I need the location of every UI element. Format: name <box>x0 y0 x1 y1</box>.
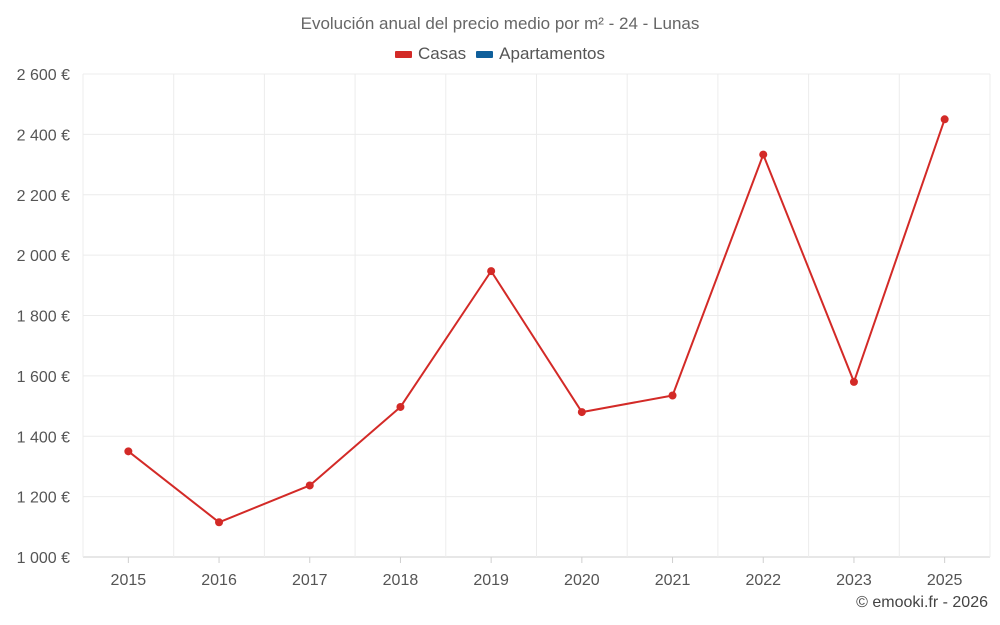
y-tick-label: 2 200 € <box>17 188 70 205</box>
data-point-casas <box>305 481 314 490</box>
chart-legend: Casas Apartamentos <box>0 44 1000 64</box>
data-point-casas <box>396 402 405 411</box>
data-point-casas <box>668 391 677 400</box>
y-tick-label: 1 200 € <box>17 490 70 507</box>
x-tick-label: 2019 <box>473 572 509 589</box>
series-line-casas <box>127 118 946 524</box>
y-tick-label: 1 800 € <box>17 309 70 326</box>
x-tick-label: 2023 <box>836 572 872 589</box>
y-tick-label: 1 400 € <box>17 429 70 446</box>
data-point-casas <box>940 115 949 124</box>
y-tick-label: 2 600 € <box>17 67 70 84</box>
chart-title: Evolución anual del precio medio por m² … <box>300 14 700 33</box>
legend-swatch-apartamentos <box>476 50 494 58</box>
x-tick-label: 2025 <box>927 572 963 589</box>
legend-item-apartamentos[interactable]: Apartamentos <box>476 44 605 64</box>
x-tick-label: 2015 <box>111 572 147 589</box>
data-point-casas <box>849 377 858 386</box>
y-tick-label: 2 000 € <box>17 248 70 265</box>
data-point-casas <box>487 267 496 276</box>
x-tick-label: 2018 <box>383 572 419 589</box>
data-point-casas <box>215 518 224 527</box>
data-point-casas <box>124 447 133 456</box>
legend-label-apartamentos: Apartamentos <box>499 44 606 63</box>
x-tick-label: 2017 <box>292 572 328 589</box>
x-tick-label: 2020 <box>564 572 600 589</box>
y-tick-label: 1 600 € <box>17 369 70 386</box>
legend-item-casas[interactable]: Casas <box>394 44 467 64</box>
legend-label-casas: Casas <box>417 44 467 63</box>
x-tick-label: 2016 <box>201 572 237 589</box>
y-tick-label: 2 400 € <box>17 127 70 144</box>
x-tick-label: 2021 <box>655 572 691 589</box>
x-tick-label: 2022 <box>745 572 781 589</box>
data-point-casas <box>759 150 768 159</box>
copyright-credit: © emooki.fr - 2026 <box>856 594 988 611</box>
data-point-casas <box>577 408 586 417</box>
y-tick-label: 1 000 € <box>17 550 70 567</box>
legend-swatch-casas <box>394 50 412 58</box>
